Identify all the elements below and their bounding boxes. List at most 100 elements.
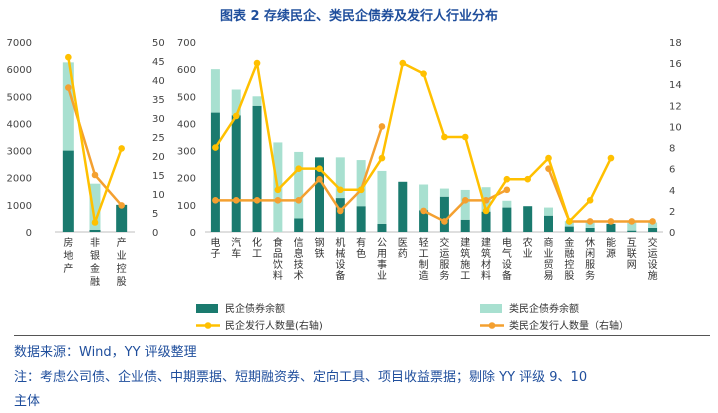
series-point <box>607 154 615 162</box>
right-tick-label: 14 <box>669 80 682 91</box>
right-tick-label: 35 <box>152 95 165 106</box>
labels-layer: 房地产非银金融产业控股电子汽车化工食品饮料信息技术钢铁机械设备有色公用事业医药轻… <box>63 236 657 288</box>
bar-private-bond <box>356 206 366 232</box>
category-label: 业 <box>117 250 127 262</box>
series-point <box>461 133 469 141</box>
left-tick-label: 4000 <box>7 119 32 130</box>
category-label: 农 <box>523 236 533 249</box>
category-label: 业 <box>523 248 533 260</box>
series-point <box>628 218 636 225</box>
series-point <box>91 219 99 226</box>
category-label: 控 <box>117 262 127 275</box>
series-point <box>545 154 552 162</box>
category-label: 商 <box>544 236 554 249</box>
series-point <box>65 53 72 61</box>
category-label: 技 <box>294 258 304 271</box>
category-label: 息 <box>294 247 304 260</box>
category-label: 材 <box>481 258 491 271</box>
category-label: 互 <box>627 237 637 249</box>
legend-label: 类民企发行人数量（右轴） <box>509 319 629 332</box>
category-label: 金 <box>90 262 100 275</box>
right-tick-label: 2 <box>669 207 675 218</box>
left-tick-label: 500 <box>177 92 196 103</box>
category-label: 医 <box>398 237 408 249</box>
footnote-line2: 主体 <box>14 394 41 409</box>
category-label: 备 <box>502 269 512 282</box>
bar-private-bond <box>377 223 387 232</box>
category-label: 休 <box>585 237 595 249</box>
legend-swatch <box>480 304 502 313</box>
bar-quasi-bond <box>460 189 470 220</box>
bar-private-bond <box>419 210 429 232</box>
bar-quasi-bond <box>231 89 241 116</box>
bar-private-bond <box>502 207 512 232</box>
category-label: 务 <box>585 269 595 282</box>
bar-private-bond <box>210 112 220 232</box>
category-label: 贸 <box>544 259 554 271</box>
category-label: 地 <box>63 249 73 262</box>
series-point <box>482 207 490 215</box>
series-point <box>378 154 386 162</box>
category-label: 建 <box>481 236 491 249</box>
series-point <box>316 165 323 172</box>
series-point <box>607 218 615 225</box>
category-label: 车 <box>231 247 241 260</box>
category-label: 信 <box>294 237 304 249</box>
category-label: 交 <box>439 236 449 249</box>
right-tick-label: 50 <box>152 38 165 49</box>
left-tick-label: 200 <box>177 174 196 185</box>
bar-quasi-bond <box>502 200 512 208</box>
bar-quasi-bond <box>648 222 658 228</box>
series-point <box>253 197 261 204</box>
series-point <box>441 218 448 225</box>
bar-private-bond <box>294 218 304 232</box>
left-tick-label: 6000 <box>7 65 32 76</box>
left-tick-label: 2000 <box>7 174 32 185</box>
category-label: 运 <box>648 248 658 260</box>
left-tick-label: 0 <box>190 228 196 239</box>
category-label: 设 <box>648 259 658 271</box>
series-point <box>420 207 427 215</box>
legend-marker <box>488 322 496 329</box>
right-tick-label: 30 <box>152 114 165 125</box>
category-label: 色 <box>356 247 366 260</box>
category-label: 料 <box>273 269 283 282</box>
right-tick-label: 5 <box>152 209 158 220</box>
category-label: 业 <box>377 270 387 282</box>
bar-private-bond <box>585 227 595 232</box>
category-label: 造 <box>419 269 429 282</box>
category-label: 食 <box>273 236 283 249</box>
category-label: 钢 <box>315 236 325 249</box>
category-label: 轻 <box>419 236 429 249</box>
category-label: 械 <box>335 247 345 260</box>
left-tick-label: 300 <box>177 147 196 158</box>
bar-private-bond <box>648 227 658 232</box>
bar-private-bond <box>116 204 128 232</box>
bar-private-bond <box>627 230 637 232</box>
left-tick-label: 600 <box>177 65 196 76</box>
category-label: 施 <box>460 258 470 271</box>
series-point <box>274 197 282 204</box>
legend-label: 类民企债券余额 <box>509 302 579 315</box>
category-label: 设 <box>335 259 345 271</box>
series-point <box>337 186 344 194</box>
category-label: 设 <box>502 259 512 271</box>
category-label: 服 <box>585 259 595 271</box>
series-point <box>399 59 407 67</box>
series-point <box>295 165 302 172</box>
bar-quasi-bond <box>210 69 220 113</box>
bar-quasi-bond <box>62 62 74 151</box>
category-label: 施 <box>648 269 658 282</box>
bar-quasi-bond <box>544 207 553 216</box>
right-tick-label: 16 <box>669 59 682 70</box>
category-label: 融 <box>90 276 100 288</box>
category-label: 业 <box>544 248 554 260</box>
right-tick-label: 6 <box>669 165 675 176</box>
bar-quasi-bond <box>294 151 304 219</box>
series-point <box>586 218 594 225</box>
bar-quasi-bond <box>419 184 429 211</box>
category-label: 易 <box>544 270 554 282</box>
series-point <box>586 197 594 204</box>
